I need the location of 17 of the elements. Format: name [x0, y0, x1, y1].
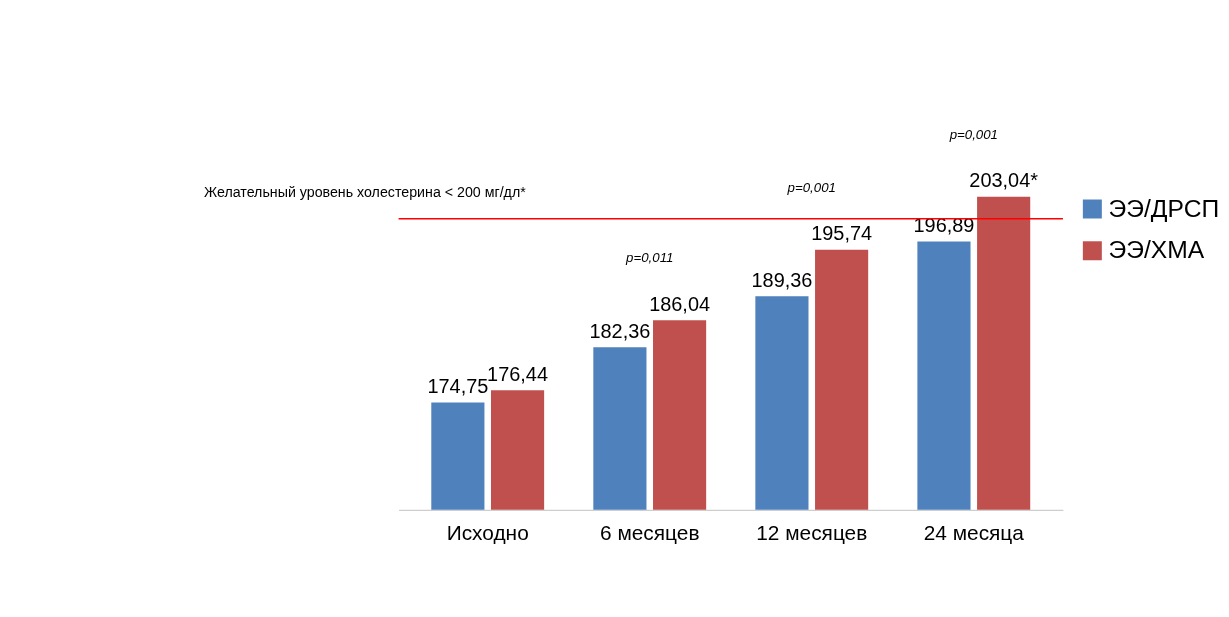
legend-label: ЭЭ/ДРСП	[1108, 194, 1220, 222]
text: p=0,001	[948, 126, 998, 142]
data-label: 182,36	[589, 319, 651, 342]
data-label: 186,04	[649, 292, 711, 315]
x-tick-label: 12 месяцев	[756, 520, 868, 544]
x-tick-label: 6 месяцев	[600, 520, 700, 544]
x-tick-label: Исходно	[446, 520, 529, 544]
ref-line-label: Желательный уровень холестерина < 200 мг/дл*	[204, 183, 527, 200]
data-label: 203,04*	[969, 169, 1039, 192]
data-label: 176,44	[487, 362, 548, 385]
text: p=0,001	[786, 179, 836, 195]
data-label: 189,36	[751, 268, 813, 291]
legend-label: ЭЭ/ХМА	[1108, 236, 1205, 264]
x-tick-label: 24 месяца	[923, 520, 1025, 544]
data-label: 195,74	[811, 222, 873, 245]
data-label: 174,75	[427, 375, 489, 398]
annotation: p=0,011	[625, 250, 674, 266]
